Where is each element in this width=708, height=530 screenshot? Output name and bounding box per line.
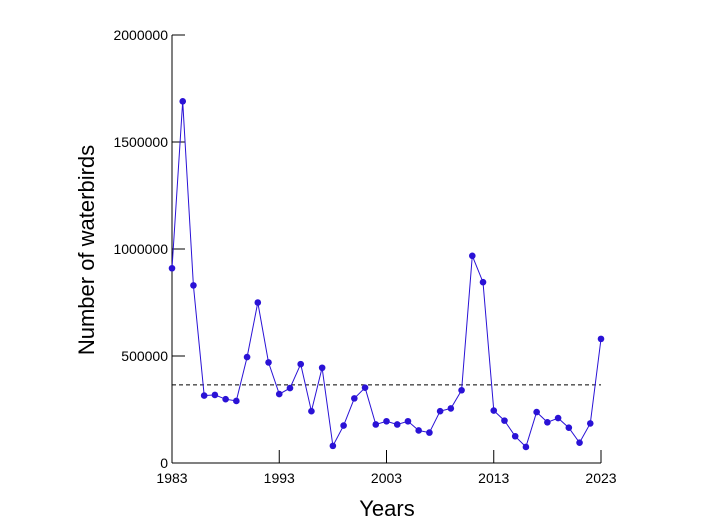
- y-ticks: 0 500000 1000000 1500000 2000000: [113, 27, 185, 471]
- data-point: [544, 419, 551, 426]
- data-point: [275, 390, 283, 398]
- data-point: [447, 405, 455, 412]
- data-point: [190, 282, 197, 289]
- data-point: [254, 299, 262, 306]
- y-tick-label: 1500000: [113, 134, 168, 150]
- data-point: [222, 395, 229, 403]
- data-point: [383, 417, 390, 425]
- data-point: [179, 98, 187, 105]
- x-axis-title: Years: [359, 496, 414, 521]
- data-point: [469, 252, 476, 260]
- x-tick-label: 2003: [371, 470, 402, 486]
- data-point: [426, 429, 433, 436]
- x-tick-label: 1983: [156, 470, 187, 486]
- data-point: [576, 439, 583, 446]
- series-points: [168, 98, 605, 451]
- data-point: [318, 364, 326, 372]
- data-point: [522, 443, 530, 451]
- x-axis: 1983 1993 2003 2013 2023: [156, 450, 617, 486]
- data-point: [501, 417, 508, 424]
- data-point: [329, 442, 337, 450]
- data-point: [479, 278, 487, 286]
- data-point: [297, 360, 305, 368]
- data-point: [211, 391, 219, 399]
- data-point: [404, 417, 412, 425]
- data-point: [554, 414, 562, 422]
- series-line: [171, 101, 602, 448]
- data-point: [415, 427, 422, 434]
- data-point: [265, 359, 272, 366]
- data-point: [372, 421, 380, 428]
- data-point: [233, 397, 240, 405]
- data-point: [168, 264, 176, 272]
- data-point: [586, 420, 594, 427]
- data-point: [458, 386, 465, 394]
- x-tick-label: 2023: [585, 470, 616, 486]
- x-tick-label: 2013: [478, 470, 509, 486]
- y-tick-label: 2000000: [113, 27, 168, 43]
- data-point: [436, 407, 444, 415]
- y-tick-label: 500000: [121, 348, 168, 364]
- y-axis: 0 500000 1000000 1500000 2000000: [113, 27, 185, 471]
- y-tick-label: 0: [160, 455, 168, 471]
- data-point: [361, 384, 369, 391]
- x-ticks: 1983 1993 2003 2013 2023: [156, 450, 617, 486]
- data-point: [393, 421, 401, 428]
- data-point: [286, 384, 294, 392]
- data-point: [490, 407, 498, 414]
- data-point: [200, 392, 208, 399]
- data-point: [340, 422, 347, 429]
- data-point: [597, 335, 605, 343]
- y-axis-title: Number of waterbirds: [74, 145, 99, 355]
- data-point: [351, 395, 358, 402]
- y-tick-label: 1000000: [113, 241, 168, 257]
- data-point: [243, 353, 251, 361]
- data-point: [511, 432, 519, 440]
- x-tick-label: 1993: [264, 470, 295, 486]
- data-point: [533, 408, 540, 416]
- data-point: [565, 424, 573, 431]
- data-point: [308, 407, 315, 415]
